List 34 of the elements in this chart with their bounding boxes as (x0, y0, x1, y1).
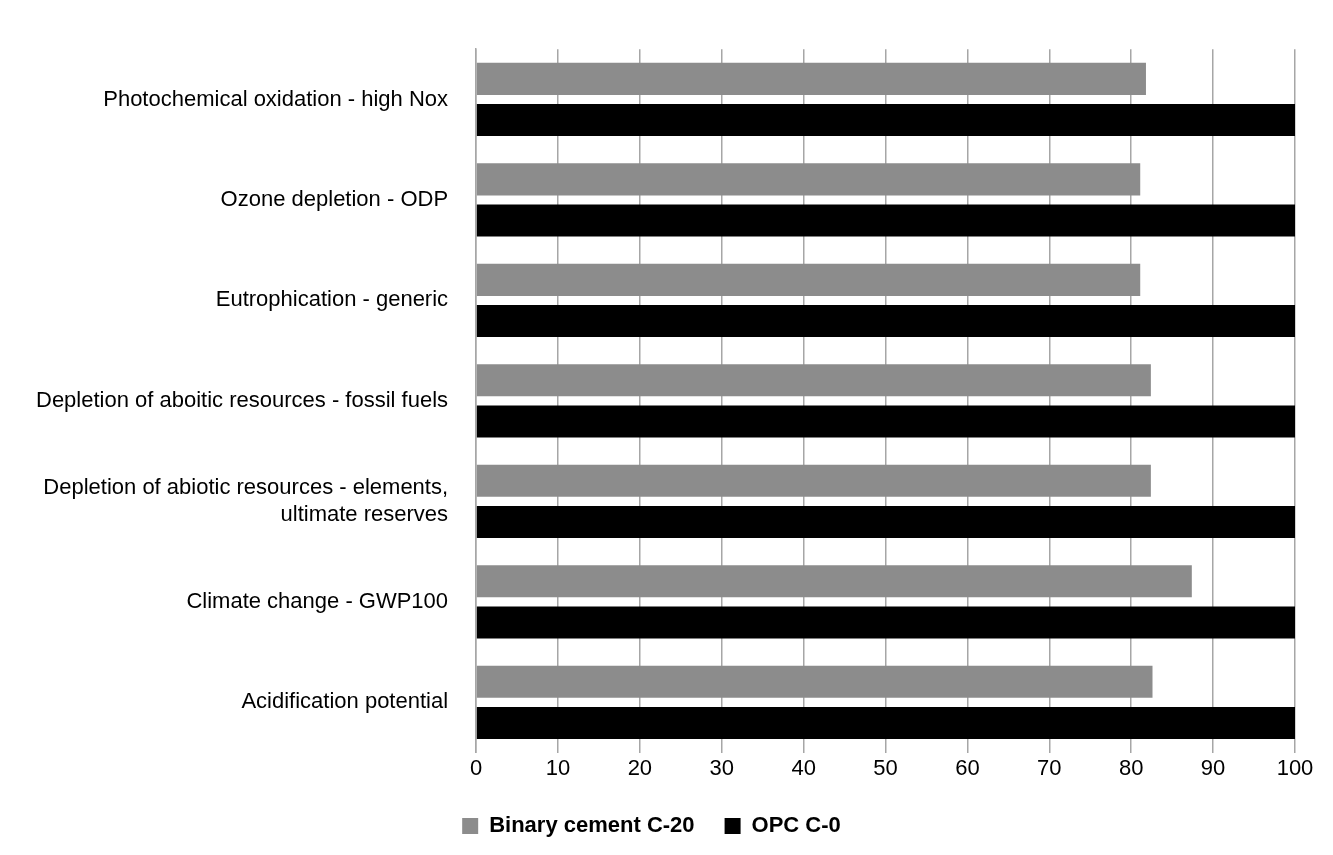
x-tick-label: 80 (1118, 754, 1144, 780)
x-tick-label: 10 (545, 754, 571, 780)
y-tick-label: Depletion of aboitic resources - fossil fuels (35, 386, 449, 412)
y-tick-label: Photochemical oxidation - high Nox (103, 85, 449, 111)
bar (476, 263, 1141, 296)
legend-label: OPC C-0 (751, 812, 841, 838)
y-tick-label: Ozone depletion - ODP (220, 185, 449, 211)
y-tick-label: Depletion of abiotic resources - elements, ultimate reserves (43, 474, 449, 526)
bar (476, 464, 1151, 497)
x-tick-label: 50 (873, 754, 898, 780)
bar (476, 405, 1295, 438)
y-tick-label: Climate change - GWP100 (186, 587, 449, 613)
bar (476, 304, 1295, 338)
y-tick-label: Eutrophication - generic (215, 286, 449, 312)
bar (476, 565, 1192, 598)
bar (476, 505, 1295, 539)
bar (476, 204, 1295, 237)
bar (476, 103, 1295, 137)
x-tick-label: 90 (1200, 754, 1226, 780)
bar (476, 62, 1146, 95)
x-tick-label: 40 (791, 754, 816, 780)
bar (476, 364, 1151, 397)
bar (476, 163, 1141, 196)
x-tick-label: 100 (1276, 754, 1314, 780)
x-tick-label: 30 (709, 754, 734, 780)
legend-label: Binary cement C-20 (489, 812, 695, 838)
y-tick-label: Acidification potential (241, 688, 449, 714)
bar (476, 606, 1295, 639)
bar (476, 706, 1295, 740)
x-tick-label: 0 (469, 754, 483, 780)
bar (476, 665, 1153, 698)
x-tick-label: 20 (627, 754, 653, 780)
x-tick-label: 60 (955, 754, 980, 780)
x-tick-label: 70 (1037, 754, 1062, 780)
